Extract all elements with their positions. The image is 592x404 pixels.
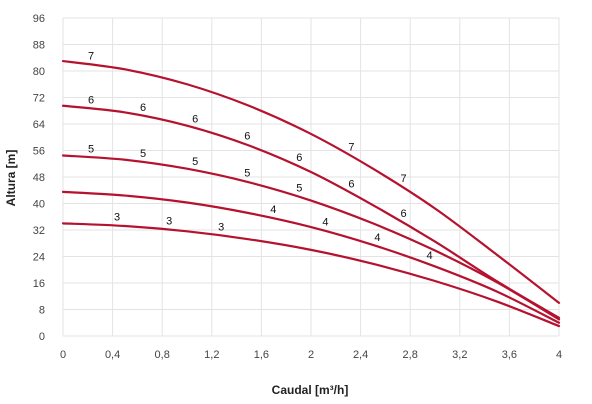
series-line-3 (61, 222, 561, 328)
y-axis-title: Altura [m] (4, 150, 18, 207)
x-tick-label: 2,8 (403, 349, 418, 361)
y-tick-label: 0 (39, 331, 45, 343)
x-tick-label: 3,2 (452, 349, 467, 361)
y-tick-label: 88 (33, 40, 45, 52)
y-tick-label: 64 (33, 119, 45, 131)
y-tick-label: 80 (33, 66, 45, 78)
series-line-6 (61, 104, 561, 319)
y-tick-label: 32 (33, 225, 45, 237)
x-tick-label: 2 (308, 349, 314, 361)
series-label-6: 6 (244, 130, 250, 142)
series-label-6: 6 (88, 95, 94, 107)
y-tick-label: 48 (33, 172, 45, 184)
x-tick-label: 3,6 (502, 349, 517, 361)
series-label-4: 4 (374, 232, 380, 244)
series-label-4: 4 (270, 204, 276, 216)
x-tick-label: 0,8 (155, 349, 170, 361)
series-labels: 3 3 3 4 4 4 4 5 5 5 5 5 6 6 6 6 6 6 6 7 7 7 (88, 51, 433, 262)
series-line-7 (61, 59, 561, 304)
series-label-5: 5 (192, 156, 198, 168)
y-tick-label: 72 (33, 93, 45, 105)
series-label-3: 3 (166, 216, 172, 228)
series-label-4: 4 (426, 250, 432, 262)
series-label-6: 6 (348, 179, 354, 191)
series-label-7: 7 (88, 51, 94, 63)
x-tick-label: 0,4 (105, 349, 120, 361)
series-label-5: 5 (296, 183, 302, 195)
grid (62, 17, 560, 337)
series-label-6: 6 (192, 114, 198, 126)
y-tick-label: 16 (33, 278, 45, 290)
y-tick-label: 96 (33, 13, 45, 25)
series-line-4 (61, 190, 561, 324)
series-label-5: 5 (244, 167, 250, 179)
series-label-7: 7 (400, 173, 406, 185)
x-tick-label: 4 (556, 349, 562, 361)
series-lines (61, 59, 561, 328)
x-tick-label: 2,4 (353, 349, 368, 361)
y-tick-label: 40 (33, 199, 45, 211)
series-label-6: 6 (140, 102, 146, 114)
series-label-7: 7 (348, 142, 354, 154)
x-tick-label: 0 (60, 349, 66, 361)
series-line-5 (61, 154, 561, 321)
series-label-5: 5 (140, 148, 146, 160)
x-tick-label: 1,2 (204, 349, 219, 361)
series-label-4: 4 (322, 217, 328, 229)
y-tick-label: 8 (39, 305, 45, 317)
series-label-3: 3 (218, 221, 224, 233)
axes: 0 0,4 0,8 1,2 1,6 2 2,4 2,8 3,2 3,6 40816243240485… (33, 13, 562, 361)
series-label-5: 5 (88, 143, 94, 155)
series-label-6: 6 (400, 208, 406, 220)
y-tick-label: 56 (33, 146, 45, 158)
series-label-6: 6 (296, 152, 302, 164)
series-label-3: 3 (114, 212, 120, 224)
y-tick-label: 24 (33, 252, 45, 264)
x-tick-label: 1,6 (254, 349, 269, 361)
x-axis-title: Caudal [m³/h] (272, 383, 349, 397)
